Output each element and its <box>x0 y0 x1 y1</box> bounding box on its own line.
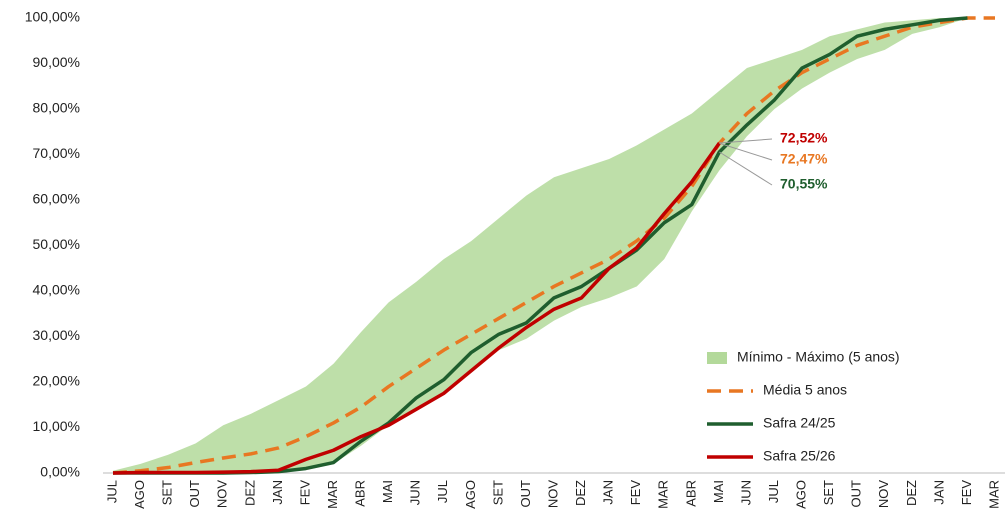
x-tick-label: NOV <box>545 480 560 509</box>
x-tick-label: DEZ <box>904 480 919 506</box>
x-tick-label: SET <box>160 480 175 505</box>
legend-label: Safra 25/26 <box>763 448 836 464</box>
x-tick-label: JUL <box>435 480 450 503</box>
x-tick-label: NOV <box>215 480 230 509</box>
legend-label: Mínimo - Máximo (5 anos) <box>737 349 900 365</box>
value-label: 72,47% <box>780 151 828 167</box>
x-tick-label: NOV <box>876 480 891 509</box>
x-tick-label: DEZ <box>573 480 588 506</box>
x-tick-label: MAR <box>656 480 671 509</box>
x-tick-label: MAR <box>325 480 340 509</box>
x-tick-label: JAN <box>931 480 946 505</box>
x-tick-label: SET <box>490 480 505 505</box>
x-tick-label: FEV <box>297 480 312 506</box>
x-tick-label: OUT <box>187 480 202 508</box>
leader-line <box>719 138 773 144</box>
y-tick-label: 70,00% <box>33 145 80 161</box>
legend-label: Safra 24/25 <box>763 415 836 431</box>
y-tick-label: 60,00% <box>33 191 80 207</box>
x-tick-label: FEV <box>959 480 974 506</box>
x-tick-label: AGO <box>794 480 809 509</box>
series-line <box>112 142 721 475</box>
value-label: 70,55% <box>780 176 828 192</box>
y-tick-label: 0,00% <box>40 464 80 480</box>
x-tick-label: JUL <box>104 480 119 503</box>
y-tick-label: 30,00% <box>33 327 80 343</box>
y-tick-label: 40,00% <box>33 282 80 298</box>
y-tick-label: 10,00% <box>33 418 80 434</box>
x-tick-label: SET <box>821 480 836 505</box>
x-tick-label: OUT <box>849 480 864 508</box>
leader-line <box>719 151 773 186</box>
y-tick-label: 100,00% <box>25 9 80 25</box>
min-max-band <box>113 18 995 473</box>
x-tick-label: JAN <box>601 480 616 505</box>
x-tick-label: JAN <box>270 480 285 505</box>
x-tick-label: MAI <box>380 480 395 503</box>
x-tick-label: AGO <box>132 480 147 509</box>
value-label: 72,52% <box>780 130 828 146</box>
x-tick-label: FEV <box>628 480 643 506</box>
x-tick-label: ABR <box>353 480 368 507</box>
y-tick-label: 20,00% <box>33 373 80 389</box>
x-tick-label: JUN <box>408 480 423 505</box>
legend-swatch <box>707 352 727 364</box>
x-tick-label: AGO <box>463 480 478 509</box>
x-tick-label: MAR <box>986 480 1001 509</box>
x-tick-label: ABR <box>683 480 698 507</box>
x-tick-label: JUL <box>766 480 781 503</box>
leader-line <box>719 142 773 161</box>
x-tick-label: MAI <box>711 480 726 503</box>
y-tick-label: 50,00% <box>33 236 80 252</box>
legend-label: Média 5 anos <box>763 382 847 398</box>
series-line <box>112 16 995 475</box>
x-tick-label: OUT <box>518 480 533 508</box>
x-tick-label: JUN <box>738 480 753 505</box>
y-tick-label: 80,00% <box>33 100 80 116</box>
x-tick-label: DEZ <box>242 480 257 506</box>
y-tick-label: 90,00% <box>33 54 80 70</box>
